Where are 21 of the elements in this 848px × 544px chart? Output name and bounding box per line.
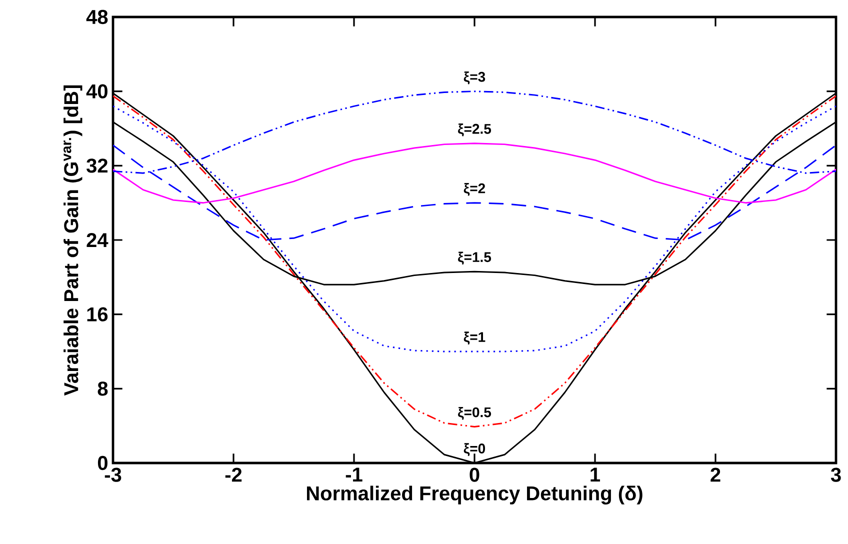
x-tick-label: 0 <box>470 468 480 482</box>
series-label: ξ=2 <box>464 183 486 196</box>
y-tick-label: 32 <box>86 158 108 173</box>
y-tick-label: 48 <box>86 10 108 24</box>
y-tick-label: 24 <box>86 233 108 247</box>
y-tick-label: 16 <box>87 307 108 322</box>
x-tick-label: 2 <box>710 468 720 482</box>
series-label: ξ=0.5 <box>458 406 492 420</box>
x-tick-label: 3 <box>830 468 841 482</box>
y-tick-label: 8 <box>98 382 108 396</box>
series-label: ξ=1.5 <box>458 252 492 265</box>
x-axis-title: Normalized Frequency Detuning (δ) <box>306 486 642 504</box>
x-tick-label: 1 <box>590 468 600 482</box>
series-label: ξ=3 <box>464 72 486 84</box>
series-label: ξ=2.5 <box>458 124 492 136</box>
x-tick-label: -1 <box>346 468 362 482</box>
x-tick-label: -2 <box>225 468 242 482</box>
y-tick-label: 40 <box>86 84 108 98</box>
series-label: ξ=1 <box>464 332 486 345</box>
series-label: ξ=0 <box>464 443 486 456</box>
y-axis-title: Varaiable Part of Gain (G$^{var.}$) [dB] <box>64 85 82 396</box>
